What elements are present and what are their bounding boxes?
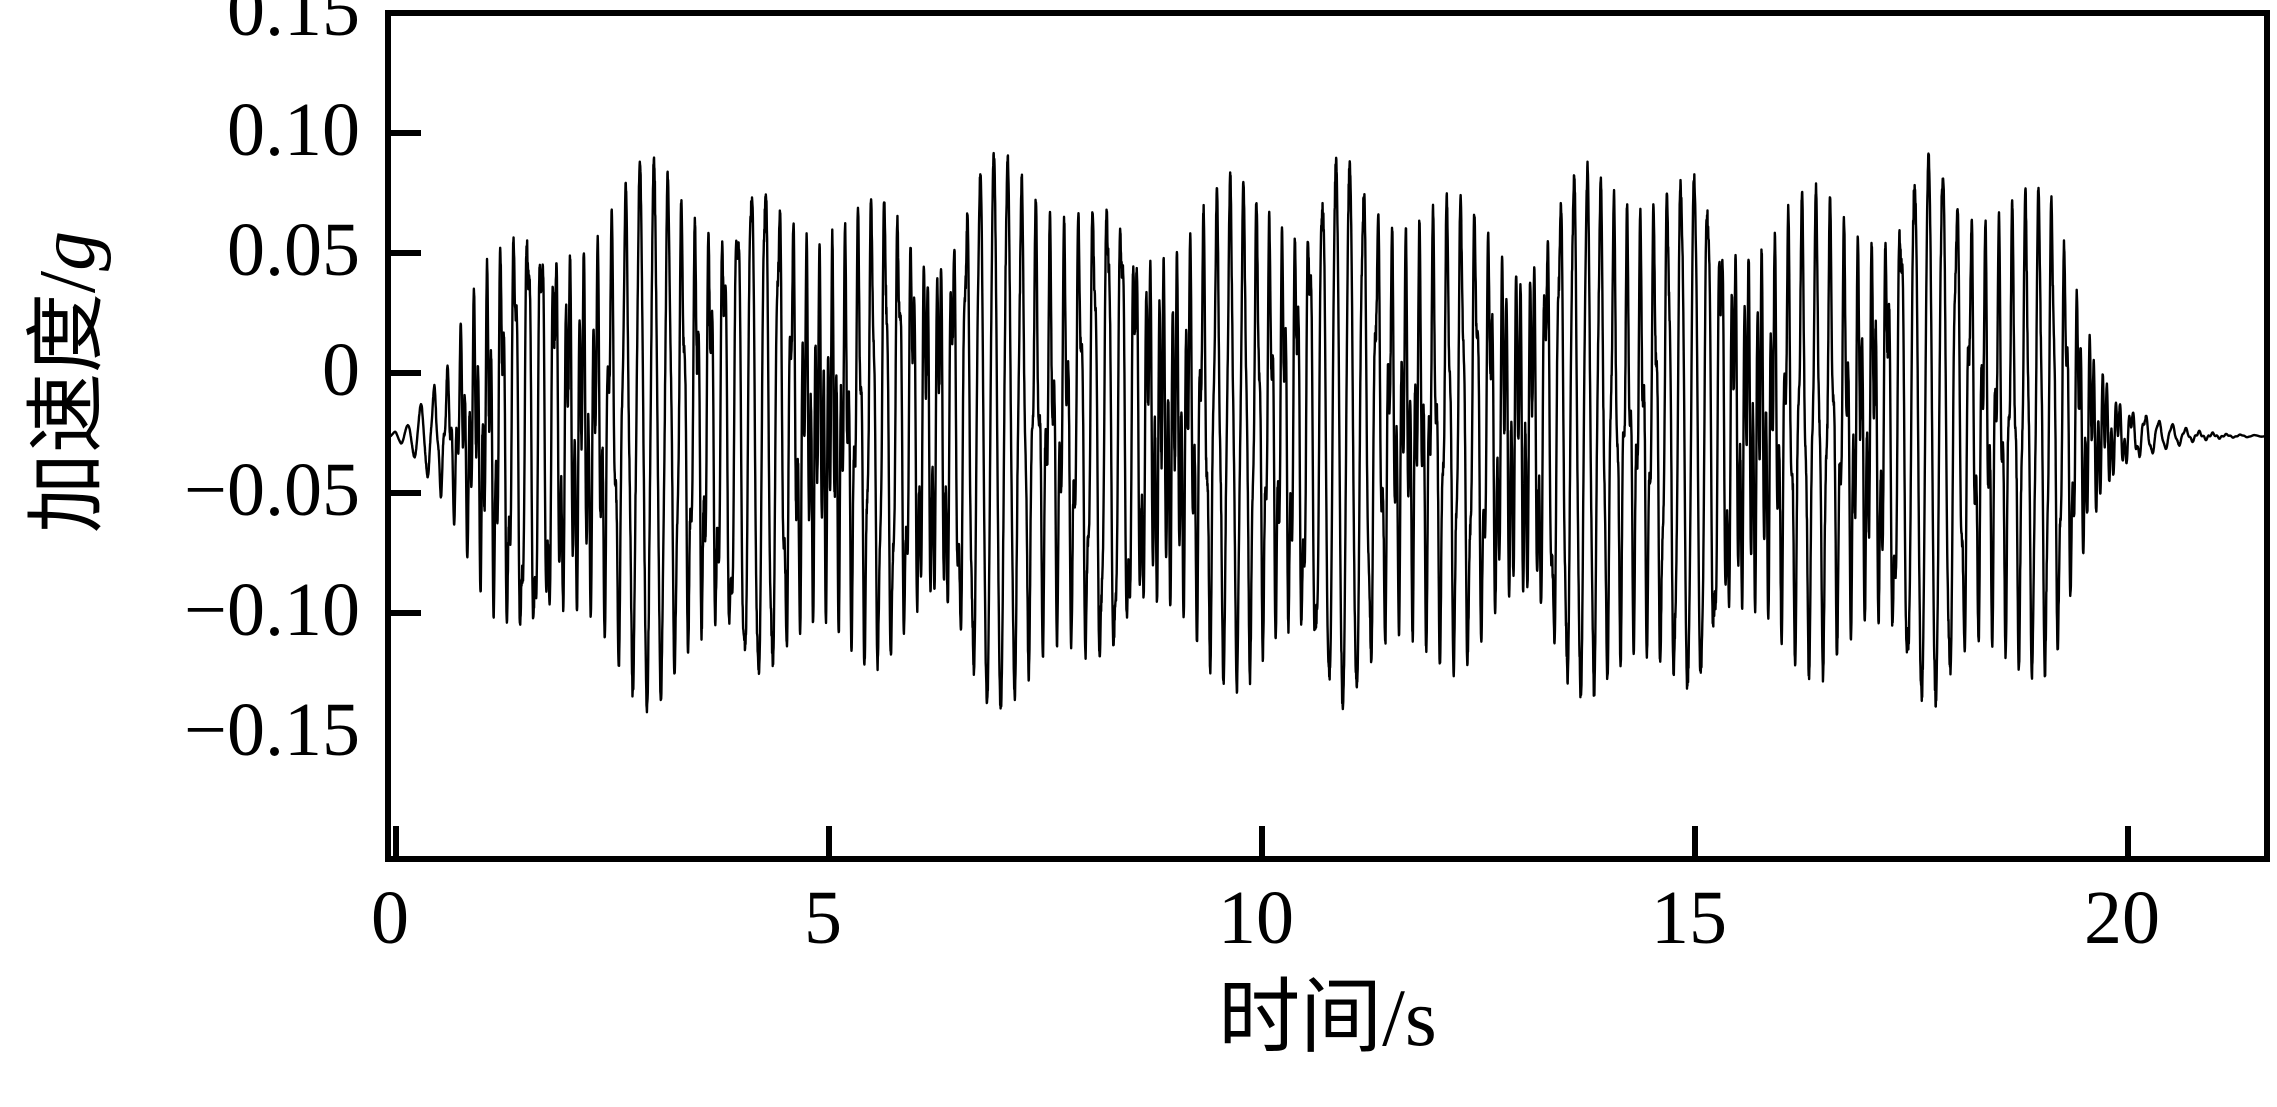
y-tick-mark [391, 490, 421, 496]
y-tick-label-0: 0.15 [0, 0, 360, 48]
y-axis-title-quantity: 加速度/ [24, 270, 112, 534]
y-tick-text: −0.15 [184, 688, 360, 772]
y-axis-title-unit: g [24, 230, 112, 271]
x-tick-text: 20 [2084, 876, 2160, 960]
x-tick-label-0: 0 [290, 878, 490, 958]
y-tick-mark [391, 130, 421, 136]
y-tick-label-4: −0.05 [0, 452, 360, 528]
y-tick-text: 0.10 [227, 88, 360, 172]
x-tick-text: 0 [371, 876, 409, 960]
x-tick-text: 5 [804, 876, 842, 960]
y-tick-label-1: 0.10 [0, 92, 360, 168]
x-axis-title-text: 时间/s [1218, 972, 1437, 1063]
y-axis-title: 加速度/g [24, 82, 112, 682]
x-tick-label-3: 15 [1589, 878, 1789, 958]
x-tick-text: 15 [1651, 876, 1727, 960]
y-tick-text: 0.15 [227, 0, 360, 52]
x-axis-title: 时间/s [385, 975, 2270, 1061]
signal-waveform [391, 16, 2264, 856]
x-tick-label-2: 10 [1156, 878, 1356, 958]
y-tick-text: 0.05 [227, 208, 360, 292]
y-tick-mark [391, 610, 421, 616]
x-tick-mark [393, 826, 399, 856]
y-tick-label-6: −0.15 [0, 692, 360, 768]
x-tick-mark [826, 826, 832, 856]
x-tick-mark [2125, 826, 2131, 856]
y-tick-text: 0 [322, 328, 360, 412]
y-tick-mark [391, 250, 421, 256]
y-tick-label-2: 0.05 [0, 212, 360, 288]
x-tick-label-4: 20 [2022, 878, 2222, 958]
x-tick-text: 10 [1218, 876, 1294, 960]
x-tick-label-1: 5 [723, 878, 923, 958]
x-tick-mark [1259, 826, 1265, 856]
y-tick-text: −0.10 [184, 568, 360, 652]
x-tick-mark [1692, 826, 1698, 856]
plot-area [385, 10, 2270, 862]
y-tick-text: −0.05 [184, 448, 360, 532]
y-tick-label-3: 0 [0, 332, 360, 408]
y-tick-mark [391, 370, 421, 376]
y-tick-label-5: −0.10 [0, 572, 360, 648]
